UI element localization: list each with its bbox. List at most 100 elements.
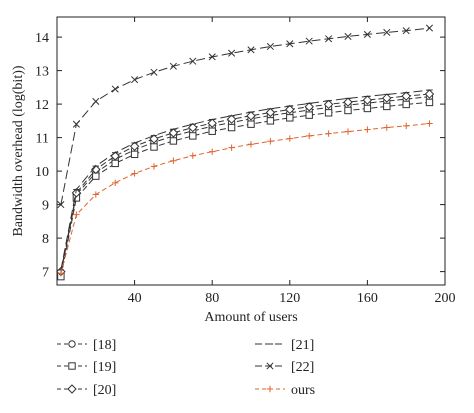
series-line [60, 123, 430, 274]
data-point [208, 127, 216, 135]
legend-marker [67, 384, 77, 394]
series-20 [56, 89, 435, 277]
data-point [92, 191, 99, 198]
legend-marker [266, 362, 274, 370]
data-point [227, 123, 236, 132]
series-line [60, 89, 430, 270]
legend-label: [18] [93, 338, 116, 353]
x-tick-label: 80 [205, 291, 219, 306]
y-tick-label: 10 [35, 165, 49, 180]
data-point [169, 137, 178, 145]
data-point [383, 102, 391, 111]
legend-item: [20] [57, 383, 116, 398]
data-point [150, 68, 158, 76]
data-point [208, 53, 216, 61]
data-point [363, 104, 372, 113]
data-point [382, 93, 392, 103]
data-point [169, 62, 177, 70]
data-point [343, 97, 353, 107]
series-ours [57, 120, 433, 277]
data-point [402, 27, 410, 35]
data-point [305, 111, 313, 119]
data-point [189, 132, 197, 140]
data-point [57, 270, 65, 277]
data-point [426, 120, 433, 127]
legend-label: [20] [93, 383, 116, 398]
data-point [226, 114, 237, 124]
data-point [188, 122, 198, 133]
data-point [344, 106, 352, 115]
data-point [73, 211, 80, 218]
data-point [364, 126, 371, 133]
data-point [425, 98, 434, 107]
y-tick-label: 11 [36, 132, 49, 147]
ticks: 40 80 120 160 200 7 8 9 10 11 12 13 14 [35, 17, 456, 306]
data-point [111, 85, 119, 93]
data-point [424, 89, 435, 99]
x-tick-label: 160 [357, 291, 378, 306]
data-point [149, 134, 159, 144]
legend-item: [21] [255, 338, 314, 353]
series-18 [57, 93, 434, 277]
legend-item: [18] [57, 338, 116, 353]
data-point [129, 141, 140, 152]
data-point [362, 95, 373, 105]
data-point [305, 37, 313, 45]
series-line [60, 27, 430, 205]
data-point [247, 120, 255, 128]
y-axis-label: Bandwidth overhead (log(bit)) [11, 65, 26, 236]
data-point [71, 188, 82, 198]
data-point [344, 128, 352, 135]
data-point [92, 97, 100, 105]
y-tick-label: 12 [35, 98, 49, 113]
data-point [72, 120, 80, 128]
data-point [325, 130, 332, 137]
data-point [170, 157, 177, 164]
data-point [150, 143, 158, 151]
legend-label: [19] [93, 360, 116, 375]
data-point [150, 163, 158, 170]
data-point [306, 132, 313, 140]
data-point [402, 100, 410, 109]
data-point [286, 40, 294, 48]
data-point [246, 111, 256, 121]
x-tick-label: 120 [279, 291, 300, 306]
series-22 [57, 24, 434, 209]
data-point [285, 104, 295, 115]
data-point [131, 170, 138, 177]
y-tick-label: 8 [42, 232, 49, 247]
data-point [265, 107, 276, 118]
legend-label: [22] [291, 360, 314, 375]
data-point [403, 122, 410, 130]
series-19 [57, 98, 434, 281]
x-axis-label: Amount of users [204, 310, 297, 325]
legend-marker [68, 362, 76, 370]
legend-marker [266, 385, 274, 393]
data-point [344, 32, 352, 40]
data-point [266, 42, 274, 51]
data-point [209, 148, 216, 155]
series-layer [56, 24, 435, 281]
legend-item: [22] [255, 360, 314, 375]
y-tick-label: 7 [42, 266, 49, 281]
data-point [304, 102, 314, 112]
data-point [91, 164, 101, 175]
data-point [383, 124, 390, 131]
data-point [383, 28, 391, 36]
data-point [228, 49, 236, 57]
x-tick-label: 200 [435, 291, 456, 306]
legend: [18] [19] [20] [21] [22] ours [57, 338, 315, 398]
legend-item: [19] [57, 360, 116, 375]
legend-label: [21] [291, 338, 314, 353]
data-point [323, 99, 334, 110]
data-point [325, 35, 333, 43]
data-point [286, 114, 294, 122]
y-tick-label: 13 [35, 65, 49, 80]
series-21 [57, 89, 433, 271]
plot-frame [56, 16, 446, 286]
data-point [324, 109, 333, 117]
data-point [57, 201, 65, 209]
data-point [131, 76, 139, 84]
y-tick-label: 9 [42, 199, 49, 214]
